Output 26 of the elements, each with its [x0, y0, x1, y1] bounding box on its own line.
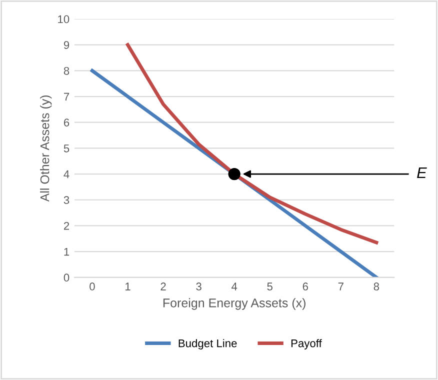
y-tick-label: 3: [64, 196, 70, 204]
legend-label: Payoff: [291, 339, 322, 350]
y-tick-label: 10: [58, 15, 70, 24]
y-tick-label: 4: [64, 170, 70, 178]
x-tick-label: 8: [374, 282, 380, 290]
y-tick-label: 5: [64, 144, 70, 152]
text: E: [417, 167, 427, 178]
y-tick-label: 8: [64, 66, 70, 75]
x-tick-label: 0: [90, 282, 95, 290]
x-tick-label: 7: [338, 282, 344, 290]
x-tick-label: 1: [126, 282, 130, 290]
y-tick-label: 1: [64, 248, 70, 256]
legend-label: Budget Line: [178, 339, 237, 350]
line-series: [126, 43, 378, 244]
x-tick-label: 4: [231, 282, 238, 290]
y-axis-title: All Other Assets (y): [40, 95, 52, 202]
x-tick-label: 6: [302, 282, 308, 290]
y-tick-label: 9: [64, 41, 70, 49]
x-tick-label: 3: [196, 282, 202, 290]
y-tick-label: 2: [64, 222, 70, 230]
y-tick-label: 7: [64, 92, 70, 101]
x-tick-label: 2: [160, 282, 166, 290]
x-axis-title: Foreign Energy Assets (x): [163, 298, 306, 310]
y-tick-label: 6: [64, 118, 70, 126]
y-tick-label: 0: [64, 274, 70, 282]
x-tick-label: 5: [267, 282, 272, 290]
